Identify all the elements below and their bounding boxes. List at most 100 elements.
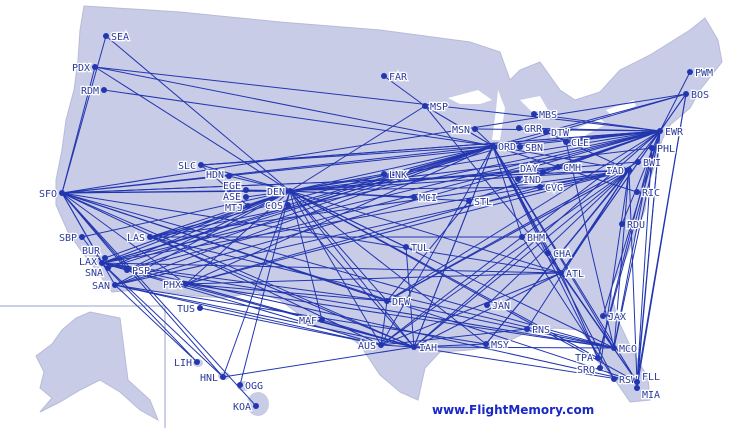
- airport-dot[interactable]: [381, 171, 387, 177]
- airport-dot[interactable]: [237, 382, 243, 388]
- airport-dot[interactable]: [540, 169, 546, 175]
- airport-jan[interactable]: JAN: [484, 300, 511, 313]
- airport-msp[interactable]: MSP: [422, 101, 449, 114]
- airport-cmh[interactable]: CMH: [555, 162, 582, 175]
- airport-dot[interactable]: [403, 244, 409, 250]
- airport-iah[interactable]: IAH: [411, 342, 438, 355]
- airport-dot[interactable]: [112, 282, 118, 288]
- airport-dot[interactable]: [543, 129, 549, 135]
- airport-dot[interactable]: [634, 379, 640, 385]
- airport-dot[interactable]: [105, 265, 111, 271]
- airport-dot[interactable]: [634, 385, 640, 391]
- airport-srq[interactable]: SRQ: [576, 364, 603, 377]
- airport-dot[interactable]: [466, 198, 472, 204]
- airport-dot[interactable]: [183, 281, 189, 287]
- airport-day[interactable]: DAY: [519, 163, 546, 176]
- airport-msn[interactable]: MSN: [451, 124, 478, 137]
- airport-dot[interactable]: [595, 355, 601, 361]
- airport-rsw[interactable]: RSW: [611, 374, 639, 387]
- airport-san[interactable]: SAN: [91, 280, 118, 293]
- airport-den[interactable]: DEN: [266, 186, 293, 199]
- airport-mia[interactable]: MIA: [634, 385, 661, 402]
- airport-dot[interactable]: [687, 69, 693, 75]
- airport-bur[interactable]: BUR: [81, 245, 108, 261]
- airport-dot[interactable]: [197, 305, 203, 311]
- airport-dfw[interactable]: DFW: [384, 296, 412, 309]
- airport-aus[interactable]: AUS: [357, 340, 384, 353]
- airport-tpa[interactable]: TPA: [574, 352, 601, 365]
- airport-maf[interactable]: MAF: [298, 315, 325, 328]
- airport-dot[interactable]: [243, 187, 249, 193]
- airport-lnk[interactable]: LNK: [381, 169, 408, 182]
- airport-ase[interactable]: ASE: [222, 191, 249, 204]
- airport-dot[interactable]: [600, 313, 606, 319]
- airport-dot[interactable]: [287, 188, 293, 194]
- airport-ric[interactable]: RIC: [634, 187, 661, 200]
- airport-msy[interactable]: MSY: [483, 339, 510, 352]
- airport-dot[interactable]: [101, 87, 107, 93]
- airport-dot[interactable]: [422, 103, 428, 109]
- airport-dot[interactable]: [319, 317, 325, 323]
- airport-dot[interactable]: [519, 234, 525, 240]
- airport-bhm[interactable]: BHM: [519, 232, 546, 245]
- airport-tus[interactable]: TUS: [176, 303, 203, 316]
- airport-dot[interactable]: [59, 190, 65, 196]
- airport-pwm[interactable]: PWM: [687, 67, 714, 80]
- airport-mco[interactable]: MCO: [611, 343, 638, 356]
- airport-dtw[interactable]: DTW: [543, 127, 571, 140]
- airport-sbp[interactable]: SBP: [58, 232, 85, 245]
- airport-dot[interactable]: [626, 167, 632, 173]
- airport-dot[interactable]: [243, 194, 249, 200]
- airport-dot[interactable]: [79, 234, 85, 240]
- airport-dot[interactable]: [220, 374, 226, 380]
- airport-dot[interactable]: [285, 202, 291, 208]
- airport-tul[interactable]: TUL: [403, 242, 430, 255]
- airport-las[interactable]: LAS: [126, 232, 153, 245]
- airport-cos[interactable]: COS: [264, 200, 291, 213]
- airport-pns[interactable]: PNS: [524, 324, 551, 337]
- airport-phx[interactable]: PHX: [162, 279, 189, 292]
- website-credit[interactable]: www.FlightMemory.com: [432, 403, 595, 417]
- airport-dot[interactable]: [634, 189, 640, 195]
- airport-dot[interactable]: [649, 145, 655, 151]
- airport-far[interactable]: FAR: [381, 71, 409, 84]
- airport-dot[interactable]: [597, 365, 603, 371]
- airport-stl[interactable]: STL: [466, 196, 493, 209]
- airport-rdu[interactable]: RDU: [619, 219, 646, 232]
- airport-dot[interactable]: [253, 403, 259, 409]
- airport-dot[interactable]: [490, 143, 496, 149]
- airport-dot[interactable]: [384, 298, 390, 304]
- airport-dot[interactable]: [545, 250, 551, 256]
- airport-psp[interactable]: PSP: [124, 265, 151, 278]
- airport-dot[interactable]: [99, 260, 105, 266]
- airport-lih[interactable]: LIH: [173, 357, 200, 370]
- airport-dot[interactable]: [611, 345, 617, 351]
- airport-sea[interactable]: SEA: [103, 31, 130, 44]
- airport-sbn[interactable]: SBN: [517, 142, 544, 155]
- airport-dot[interactable]: [226, 173, 232, 179]
- airport-pdx[interactable]: PDX: [71, 62, 98, 75]
- airport-dot[interactable]: [517, 144, 523, 150]
- airport-dot[interactable]: [531, 111, 537, 117]
- airport-phl[interactable]: PHL: [649, 143, 676, 156]
- airport-dot[interactable]: [147, 234, 153, 240]
- airport-dot[interactable]: [102, 255, 108, 261]
- airport-rdm[interactable]: RDM: [80, 85, 107, 98]
- airport-mbs[interactable]: MBS: [531, 109, 558, 122]
- airport-ogg[interactable]: OGG: [237, 380, 264, 393]
- airport-dot[interactable]: [378, 342, 384, 348]
- airport-sfo[interactable]: SFO: [38, 188, 65, 201]
- airport-dot[interactable]: [515, 176, 521, 182]
- airport-dot[interactable]: [524, 326, 530, 332]
- airport-grr[interactable]: GRR: [516, 123, 544, 136]
- airport-dot[interactable]: [563, 139, 569, 145]
- airport-dot[interactable]: [683, 91, 689, 97]
- airport-atl[interactable]: ATL: [558, 268, 585, 281]
- airport-iad[interactable]: IAD: [605, 165, 632, 178]
- airport-dot[interactable]: [411, 194, 417, 200]
- airport-koa[interactable]: KOA: [232, 401, 259, 414]
- airport-dot[interactable]: [124, 267, 130, 273]
- airport-ege[interactable]: EGE: [222, 180, 249, 193]
- airport-ord[interactable]: ORD: [490, 141, 517, 154]
- airport-dot[interactable]: [555, 164, 561, 170]
